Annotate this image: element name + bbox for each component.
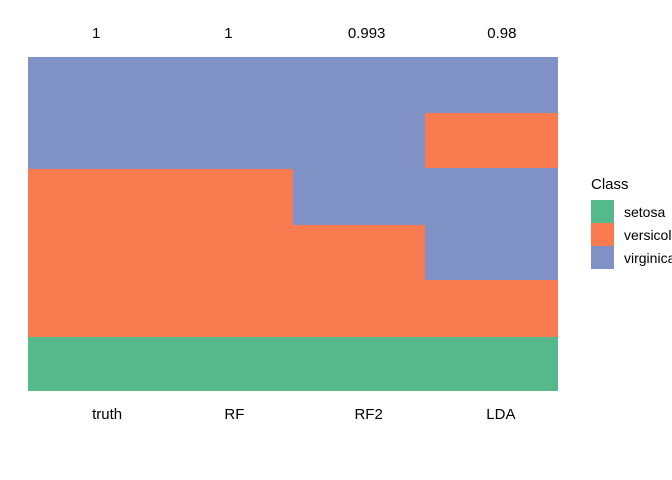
segment-versicolor xyxy=(424,279,558,337)
legend-entry-versicolor: versicolor xyxy=(590,223,672,246)
segment-virginica xyxy=(28,57,161,169)
score-label-RF: 1 xyxy=(224,25,233,42)
segment-versicolor xyxy=(424,113,558,168)
segment-virginica xyxy=(160,57,293,169)
legend-entry-setosa: setosa xyxy=(590,200,672,223)
legend-label-setosa: setosa xyxy=(624,203,666,220)
legend-entries: setosa versicolor virginica xyxy=(590,200,672,269)
column-LDA xyxy=(424,57,558,391)
x-axis-label-LDA: LDA xyxy=(486,406,516,423)
score-label-truth: 1 xyxy=(91,25,101,42)
segment-setosa xyxy=(292,336,426,391)
x-axis-label-RF: RF xyxy=(224,406,245,423)
score-label-LDA: 0.98 xyxy=(487,25,517,42)
score-label-RF2: 0.993 xyxy=(347,25,386,42)
column-RF xyxy=(160,57,293,391)
legend-entry-virginica: virginica xyxy=(590,246,672,269)
legend-title: Class xyxy=(591,176,629,193)
column-truth xyxy=(28,57,161,391)
segment-virginica xyxy=(424,57,558,114)
legend-label-virginica: virginica xyxy=(624,249,672,266)
segment-versicolor xyxy=(292,225,426,337)
legend-swatch-setosa xyxy=(591,200,614,223)
column-RF2 xyxy=(292,57,426,391)
x-axis-label-truth: truth xyxy=(92,406,123,423)
legend: Class setosa versicolor virginica xyxy=(590,177,672,269)
legend-swatch-virginica xyxy=(591,246,614,269)
segment-virginica xyxy=(424,167,558,280)
segment-setosa xyxy=(28,336,161,391)
segment-versicolor xyxy=(160,168,293,337)
heatmap-plot-area xyxy=(28,57,558,391)
segment-virginica xyxy=(292,57,426,225)
legend-swatch-versicolor xyxy=(591,223,614,246)
segment-setosa xyxy=(160,336,293,391)
segment-versicolor xyxy=(28,168,161,337)
x-axis-label-RF2: RF2 xyxy=(354,406,383,423)
segment-setosa xyxy=(424,336,558,391)
legend-label-versicolor: versicolor xyxy=(624,226,672,243)
